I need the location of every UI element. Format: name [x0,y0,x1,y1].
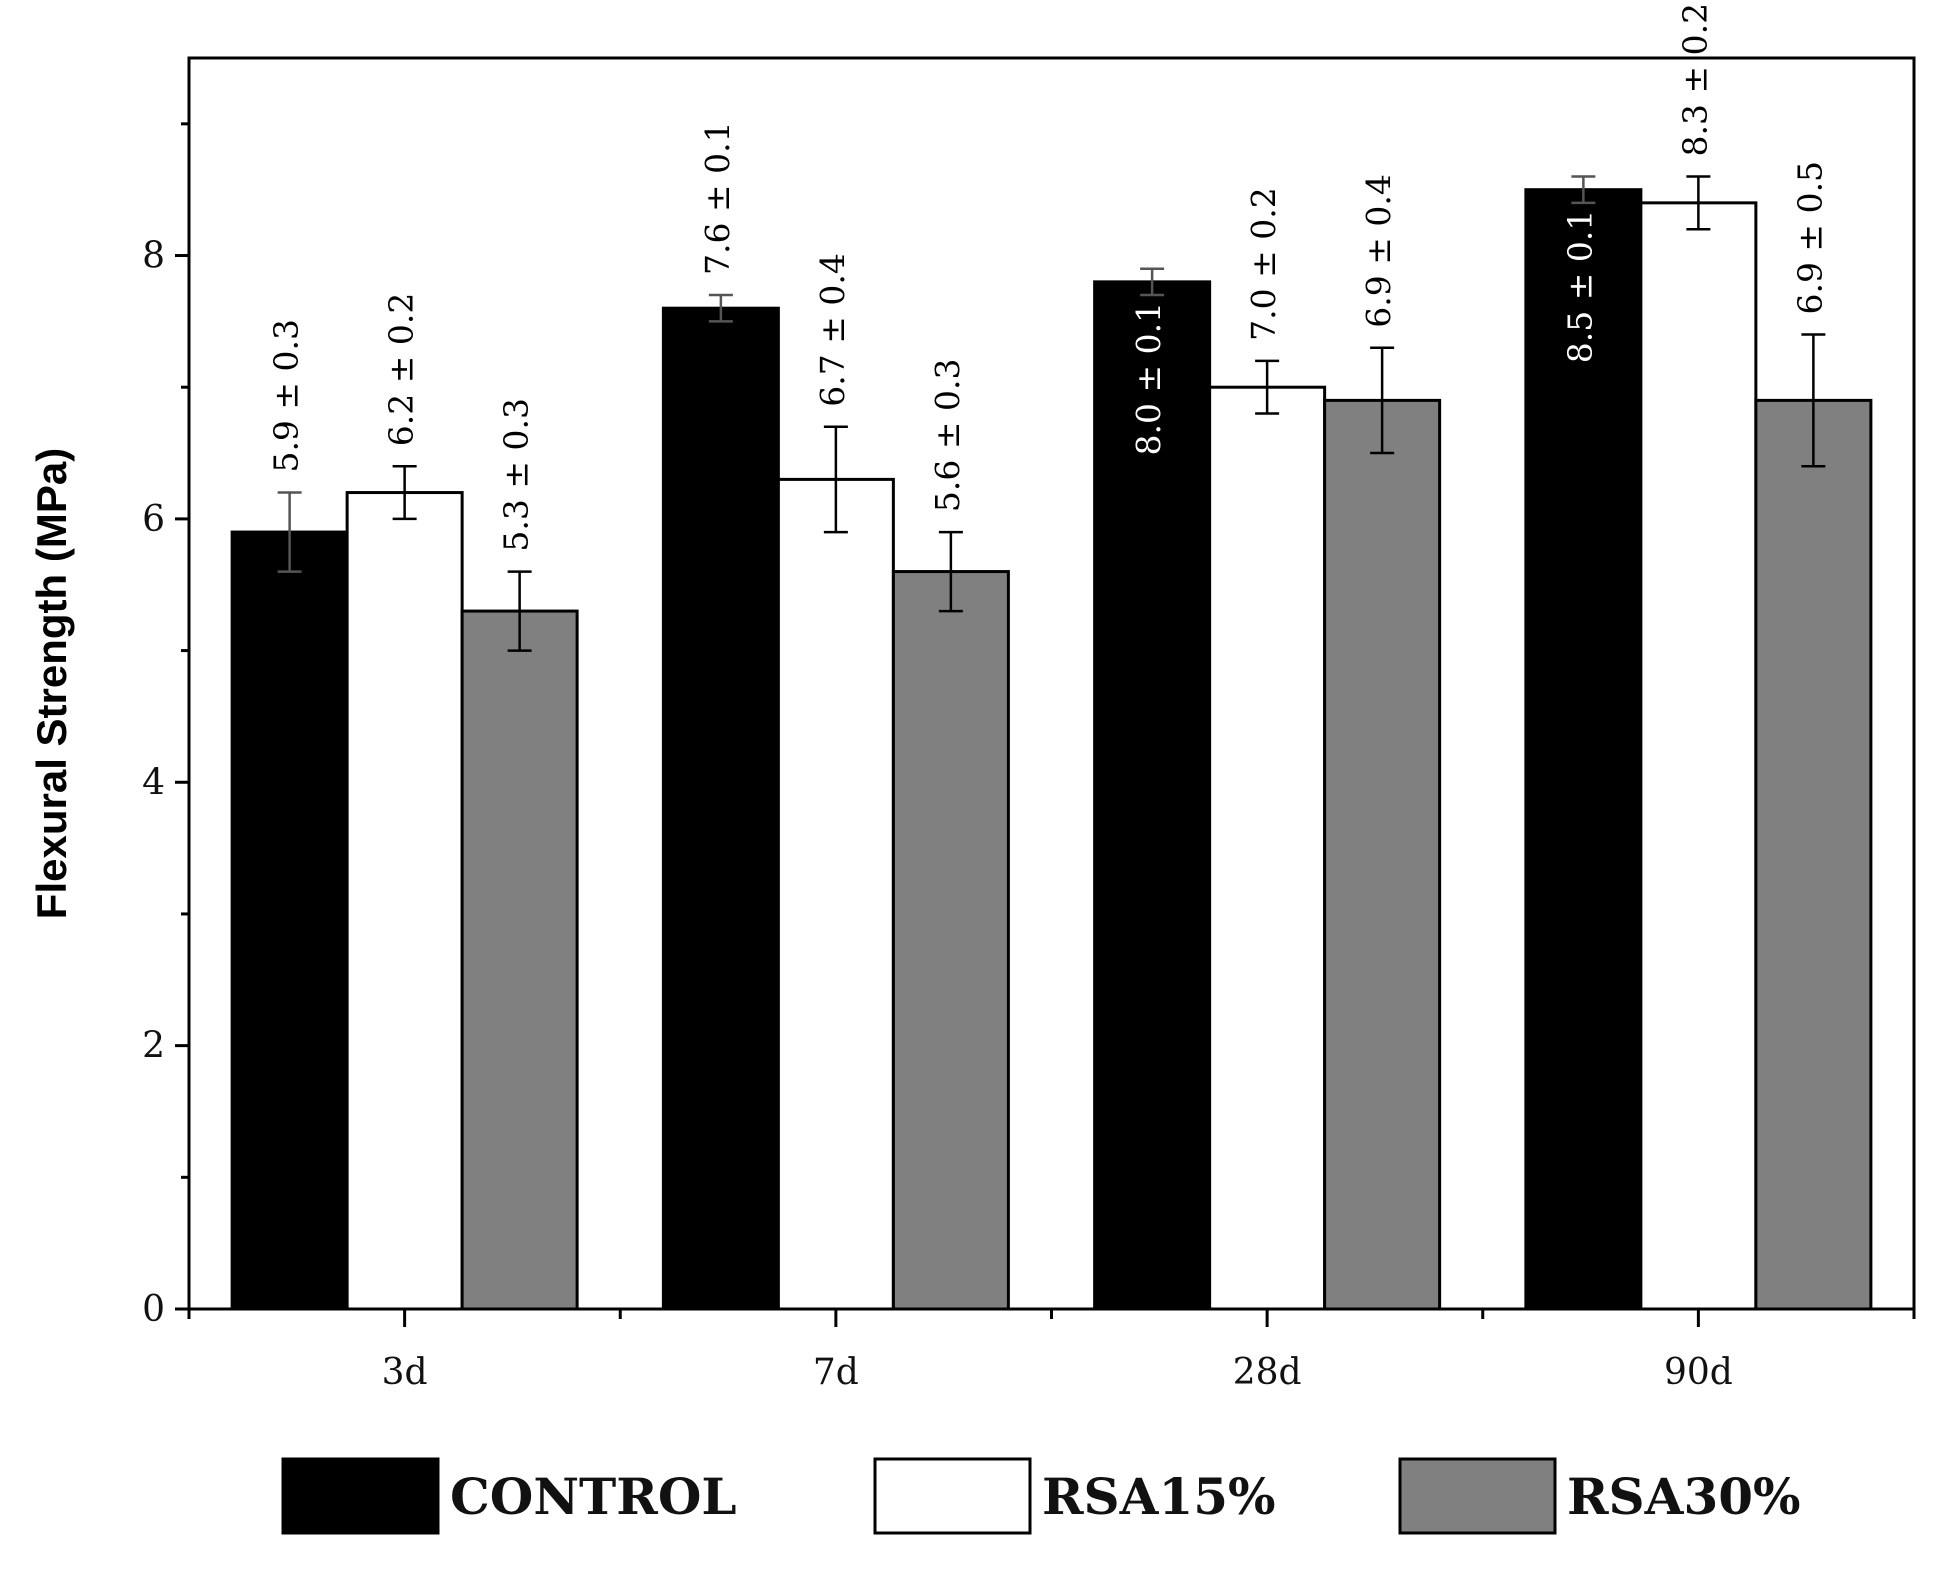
legend-label: RSA30% [1567,1467,1801,1526]
x-tick-label: 3d [382,1352,428,1393]
bar [776,477,895,1311]
bar [1754,398,1873,1311]
data-label: 6.9 ± 0.5 [1790,161,1829,315]
bar [460,609,579,1311]
bar [891,570,1010,1311]
data-label: 7.0 ± 0.2 [1244,187,1283,341]
data-label: 8.3 ± 0.2 [1675,3,1714,157]
bar [230,530,349,1311]
x-tick-label: 28d [1233,1352,1302,1393]
x-tick-label: 90d [1664,1352,1733,1393]
legend-swatch [281,1457,440,1535]
data-label: 5.6 ± 0.3 [928,358,967,512]
y-tick-label: 6 [142,499,165,540]
data-label: 6.7 ± 0.4 [813,253,852,407]
y-tick-label: 4 [142,762,165,803]
y-axis-label: Flexural Strength (MPa) [28,448,75,919]
y-tick-label: 8 [142,236,165,277]
legend-swatch [1398,1457,1557,1535]
data-label: 7.6 ± 0.1 [698,121,737,275]
data-label: 6.9 ± 0.4 [1359,174,1398,328]
data-label: 8.5 ± 0.1 [1560,210,1599,364]
data-label: 5.3 ± 0.3 [497,398,536,552]
bar [1639,201,1758,1311]
bar [1524,188,1643,1311]
y-tick-label: 0 [142,1289,165,1330]
bar [345,491,464,1311]
bar [661,306,780,1311]
legend-label: CONTROL [450,1467,737,1526]
x-tick-label: 7d [813,1352,859,1393]
data-label: 5.9 ± 0.3 [267,319,306,473]
legend-label: RSA15% [1042,1467,1276,1526]
bar [1323,398,1442,1311]
data-label: 6.2 ± 0.2 [382,293,421,447]
y-tick-label: 2 [142,1026,165,1067]
bar [1208,385,1327,1311]
data-label: 8.0 ± 0.1 [1129,302,1168,456]
legend-swatch [873,1457,1032,1535]
